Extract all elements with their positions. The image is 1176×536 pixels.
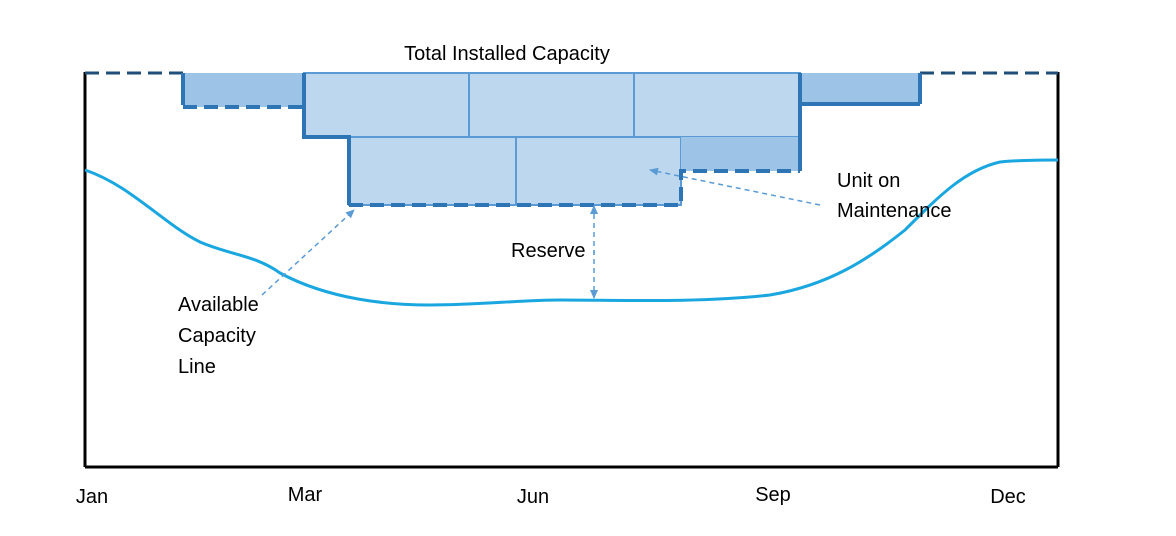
maintenance-block-row2-a	[348, 136, 517, 206]
maintenance-block-row1-right	[800, 73, 920, 104]
load-curve	[84, 158, 1059, 307]
maintenance-block-row1-b	[468, 72, 635, 138]
x-label-jan: Jan	[76, 486, 108, 508]
maintenance-block-row2-right	[681, 137, 800, 171]
maintenance-label-line1: Unit on	[837, 170, 900, 192]
maintenance-block-row1-a	[303, 72, 470, 138]
available-capacity-outline-solid	[181, 73, 922, 205]
x-label-mar: Mar	[288, 484, 323, 506]
available-label-line3: Line	[178, 356, 216, 378]
maintenance-arrow	[649, 167, 821, 206]
x-label-dec: Dec	[990, 486, 1026, 508]
maintenance-block-row2-b	[515, 136, 682, 206]
maintenance-block-row1-c	[633, 72, 801, 138]
x-label-sep: Sep	[755, 484, 791, 506]
diagram-title: Total Installed Capacity	[404, 43, 610, 65]
maintenance-block-row1-left	[183, 73, 304, 107]
available-label-line2: Capacity	[178, 325, 256, 347]
available-label-line1: Available	[178, 294, 259, 316]
maintenance-label-line2: Maintenance	[837, 200, 952, 222]
available-capacity-arrow	[261, 209, 355, 296]
available-capacity-outline-dashed	[183, 105, 800, 207]
x-label-jun: Jun	[517, 486, 549, 508]
reserve-label: Reserve	[511, 240, 585, 262]
